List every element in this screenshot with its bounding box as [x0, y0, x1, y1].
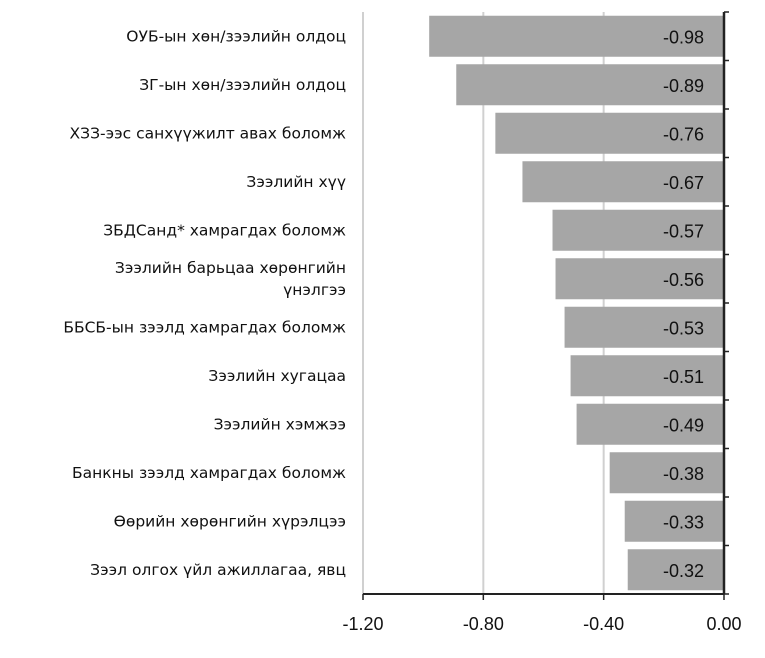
bar-3	[522, 161, 724, 203]
value-label-1: -0.89	[663, 76, 704, 96]
category-labels: ОУБ-ын хөн/зээлийн олдоц ЗГ-ын хөн/зээлий…	[63, 27, 346, 579]
value-label-9: -0.38	[663, 464, 704, 484]
category-label-1: ЗГ-ын хөн/зээлийн олдоц	[139, 76, 346, 94]
value-label-11: -0.32	[663, 561, 704, 581]
axes	[362, 11, 729, 600]
value-label-2: -0.76	[663, 124, 704, 144]
bar-2	[495, 112, 724, 154]
value-label-0: -0.98	[663, 27, 704, 47]
category-label-10: Өөрийн хөрөнгийн хүрэлцээ	[114, 512, 346, 530]
bars	[429, 15, 724, 591]
x-tick-label-2: -0.40	[583, 614, 624, 634]
category-label-2: ХЗЗ-ээс санхүүжилт авах боломж	[70, 124, 346, 142]
x-tick-label-0: -1.20	[342, 614, 383, 634]
category-label-7: Зээлийн хугацаа	[208, 367, 346, 385]
gridlines	[362, 12, 605, 594]
bar-8	[576, 403, 724, 445]
bar-4	[552, 209, 724, 251]
value-label-7: -0.51	[663, 367, 704, 387]
category-label-9: Банкны зээлд хамрагдах боломж	[72, 464, 346, 482]
category-label-4: ЗБДСанд* хамрагдах боломж	[103, 221, 346, 239]
value-label-5: -0.56	[663, 270, 704, 290]
category-label-0: ОУБ-ын хөн/зээлийн олдоц	[126, 27, 346, 45]
value-label-8: -0.49	[663, 415, 704, 435]
value-label-4: -0.57	[663, 221, 704, 241]
value-labels: -0.98 -0.89 -0.76 -0.67 -0.57 -0.56 -0.53 -0.51…	[663, 27, 704, 581]
bar-1	[456, 64, 724, 106]
bar-9	[609, 452, 724, 494]
bar-6	[564, 306, 724, 348]
x-tick-labels: -1.20 -0.80 -0.40 0.00	[342, 614, 741, 634]
category-label-5: Зээлийн барьцаа хөрөнгийн үнэлгээ	[115, 259, 346, 299]
x-tick-label-1: -0.80	[463, 614, 504, 634]
value-label-10: -0.33	[663, 512, 704, 532]
x-tick-label-3: 0.00	[706, 614, 741, 634]
category-label-8: Зээлийн хэмжээ	[214, 415, 346, 433]
bar-7	[570, 355, 724, 397]
value-label-3: -0.67	[663, 173, 704, 193]
bar-5	[555, 258, 724, 300]
category-label-6: ББСБ-ын зээлд хамрагдах боломж	[63, 318, 346, 336]
bar-0	[429, 15, 724, 57]
bar-10	[624, 500, 724, 542]
category-label-11: Зээл олгох үйл ажиллагаа, явц	[90, 561, 346, 579]
bar-11	[627, 549, 724, 591]
category-label-3: Зээлийн хүү	[246, 173, 346, 191]
value-label-6: -0.53	[663, 318, 704, 338]
